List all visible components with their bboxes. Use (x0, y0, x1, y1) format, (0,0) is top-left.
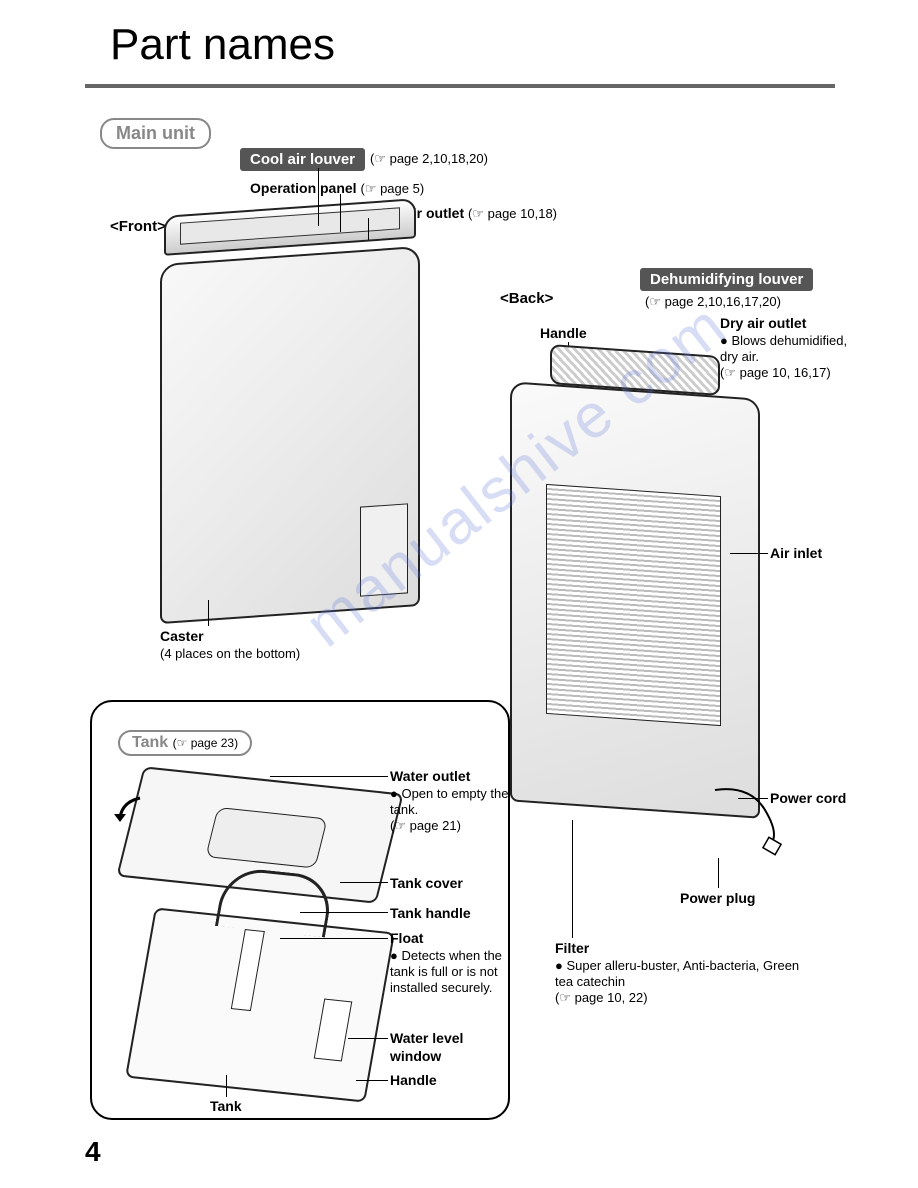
ref-dehumid-louver: (☞ page 2,10,16,17,20) (645, 294, 781, 310)
label-tank: Tank (210, 1098, 242, 1116)
label-float: Float (390, 930, 510, 948)
title-rule (85, 84, 835, 88)
label-water-level-window: Water level window (390, 1030, 500, 1065)
leader (300, 912, 388, 913)
label-filter: Filter (555, 940, 815, 958)
label-handle2: Handle (390, 1072, 437, 1090)
leader (730, 553, 768, 554)
section-main-unit: Main unit (100, 118, 211, 149)
leader (270, 776, 388, 777)
leader (738, 798, 768, 799)
view-back: <Back> (500, 290, 553, 307)
leader (226, 1075, 227, 1097)
tank-float (231, 929, 265, 1011)
label-air-inlet: Air inlet (770, 545, 822, 563)
label-water-outlet: Water outlet (390, 768, 510, 786)
ref-filter: (☞ page 10, 22) (555, 990, 815, 1006)
label-tank-handle: Tank handle (390, 905, 471, 923)
label-caster: Caster (160, 628, 300, 646)
ref-tank: (☞ page 23) (173, 736, 238, 750)
leader (356, 1080, 388, 1081)
leader (280, 938, 388, 939)
label-handle: Handle (540, 325, 587, 343)
front-tank-slot (360, 503, 408, 596)
leader (340, 882, 388, 883)
label-power-plug: Power plug (680, 890, 755, 908)
tank-window (314, 999, 353, 1062)
label-filter-sub: Super alleru-buster, Anti-bacteria, Gree… (555, 958, 799, 989)
pill-dehumid-louver: Dehumidifying louver (640, 268, 813, 291)
label-dry-air-outlet: Dry air outlet (720, 315, 850, 333)
pill-cool-air-louver: Cool air louver (240, 148, 365, 171)
leader (368, 218, 369, 240)
leader (340, 194, 341, 232)
section-tank: Tank (132, 734, 168, 751)
ref-operation-panel: (☞ page 5) (360, 181, 424, 196)
leader (348, 1038, 388, 1039)
leader (318, 168, 319, 226)
view-front: <Front> (110, 218, 166, 235)
leader (208, 600, 209, 626)
back-grill (546, 484, 721, 726)
label-float-sub: Detects when the tank is full or is not … (390, 948, 502, 996)
label-caster-sub: (4 places on the bottom) (160, 646, 300, 662)
page-title: Part names (110, 20, 335, 70)
label-water-outlet-sub: Open to empty the tank. (390, 786, 508, 817)
open-arrow-icon (110, 790, 150, 830)
label-tank-cover: Tank cover (390, 875, 463, 893)
tank-lid-inset (205, 807, 327, 869)
leader (572, 820, 573, 938)
label-power-cord: Power cord (770, 790, 846, 808)
diagram-back-unit (510, 370, 770, 830)
ref-water-outlet: (☞ page 21) (390, 818, 510, 834)
diagram-tank-body (125, 907, 395, 1102)
page-number: 4 (85, 1136, 101, 1168)
label-dry-air-sub: Blows dehumidified, dry air. (720, 333, 847, 364)
ref-cool-air-outlet: (☞ page 10,18) (468, 206, 557, 221)
leader (718, 858, 719, 888)
diagram-front-unit (160, 225, 440, 625)
ref-cool-air-louver: (☞ page 2,10,18,20) (370, 151, 488, 167)
